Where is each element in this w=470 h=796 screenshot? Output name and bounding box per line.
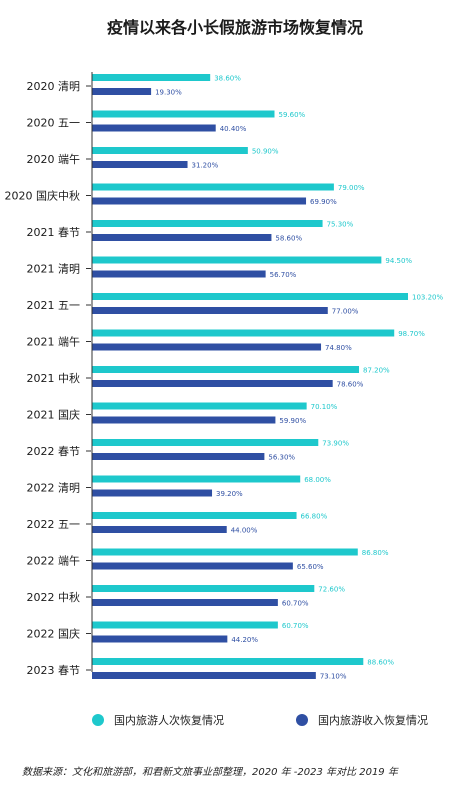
bar-visits xyxy=(92,293,408,300)
bar-revenue xyxy=(92,380,333,387)
bar-revenue xyxy=(92,526,227,533)
data-label-visits: 73.90% xyxy=(322,440,349,448)
bar-visits xyxy=(92,475,301,483)
bar-visits xyxy=(92,402,307,410)
category-label: 2022 清明 xyxy=(27,482,81,495)
legend-label-revenue: 国内旅游收入恢复情况 xyxy=(318,714,428,727)
data-label-revenue: 59.90% xyxy=(279,417,306,425)
category-label: 2021 端午 xyxy=(27,336,81,349)
data-label-visits: 88.60% xyxy=(367,659,394,667)
data-label-revenue: 73.10% xyxy=(320,673,347,681)
bar-visits xyxy=(92,658,364,665)
data-label-revenue: 58.60% xyxy=(275,235,302,243)
data-label-revenue: 44.00% xyxy=(231,527,258,535)
data-label-visits: 38.60% xyxy=(214,75,241,83)
bar-visits xyxy=(92,585,315,592)
bar-visits xyxy=(92,256,382,264)
data-label-visits: 98.70% xyxy=(398,330,425,338)
data-label-visits: 50.90% xyxy=(252,148,279,156)
chart-title: 疫情以来各小长假旅游市场恢复情况 xyxy=(106,18,363,37)
data-label-revenue: 40.40% xyxy=(220,125,247,133)
bar-visits xyxy=(92,512,297,519)
category-label: 2022 中秋 xyxy=(27,590,81,604)
category-label: 2020 清明 xyxy=(27,80,81,93)
data-label-revenue: 39.20% xyxy=(216,490,243,498)
bar-revenue xyxy=(92,343,322,351)
legend-label-visits: 国内旅游人次恢复情况 xyxy=(114,714,224,727)
bar-revenue xyxy=(92,489,213,497)
category-label: 2020 国庆中秋 xyxy=(5,189,81,203)
bar-visits xyxy=(92,548,358,556)
source-note: 数据来源：文化和旅游部，和君新文旅事业部整理，2020 年 -2023 年对比 … xyxy=(22,767,398,778)
bar-revenue xyxy=(92,307,328,314)
data-label-visits: 59.60% xyxy=(278,111,305,119)
data-label-visits: 70.10% xyxy=(311,403,338,411)
bar-revenue xyxy=(92,270,266,278)
bar-revenue xyxy=(92,234,272,241)
data-label-visits: 75.30% xyxy=(327,221,354,229)
data-label-visits: 103.20% xyxy=(412,294,443,302)
category-label: 2020 五一 xyxy=(27,117,81,130)
data-label-revenue: 19.30% xyxy=(155,89,182,97)
bar-revenue xyxy=(92,672,316,679)
bar-revenue xyxy=(92,88,152,95)
category-label: 2021 中秋 xyxy=(27,371,81,385)
category-label: 2021 五一 xyxy=(27,299,81,312)
category-label: 2020 端午 xyxy=(27,153,81,166)
category-label: 2021 清明 xyxy=(27,263,81,276)
data-label-visits: 79.00% xyxy=(338,184,365,192)
bar-visits xyxy=(92,74,211,81)
bar-visits xyxy=(92,220,323,227)
legend-item-revenue: 国内旅游收入恢复情况 xyxy=(296,712,428,728)
bar-chart: 2020 清明 38.60% 19.30% 2020 五一 59.60% 40.40% 20… xyxy=(5,72,443,681)
legend-item-visits: 国内旅游人次恢复情况 xyxy=(92,712,224,728)
bar-visits xyxy=(92,329,395,337)
data-label-revenue: 69.90% xyxy=(310,198,337,206)
data-label-revenue: 60.70% xyxy=(282,600,309,608)
bar-revenue xyxy=(92,161,188,168)
category-label: 2023 春节 xyxy=(27,664,81,677)
bar-revenue xyxy=(92,416,276,424)
data-label-revenue: 44.20% xyxy=(231,636,258,644)
legend-swatch-visits xyxy=(92,714,104,726)
data-label-revenue: 78.60% xyxy=(337,381,364,389)
bar-visits xyxy=(92,183,334,191)
bar-revenue xyxy=(92,453,265,460)
category-label: 2022 国庆 xyxy=(27,627,81,641)
bar-revenue xyxy=(92,599,278,606)
data-label-revenue: 74.80% xyxy=(325,344,352,352)
data-label-visits: 94.50% xyxy=(385,257,412,265)
bar-revenue xyxy=(92,562,293,570)
bar-visits xyxy=(92,366,360,373)
bar-visits xyxy=(92,621,278,629)
bar-revenue xyxy=(92,124,216,132)
category-label: 2021 国庆 xyxy=(27,408,81,422)
bar-revenue xyxy=(92,197,307,205)
category-label: 2022 端午 xyxy=(27,555,81,568)
category-label: 2022 五一 xyxy=(27,518,81,531)
data-label-visits: 66.80% xyxy=(301,513,328,521)
bar-visits xyxy=(92,110,275,118)
category-label: 2022 春节 xyxy=(27,445,81,458)
data-label-revenue: 56.70% xyxy=(270,271,297,279)
category-label: 2021 春节 xyxy=(27,226,81,239)
bar-visits xyxy=(92,439,319,446)
data-label-revenue: 77.00% xyxy=(332,308,359,316)
bar-revenue xyxy=(92,635,228,643)
data-label-revenue: 65.60% xyxy=(297,563,324,571)
legend-swatch-revenue xyxy=(296,714,308,726)
data-label-visits: 72.60% xyxy=(318,586,345,594)
bar-visits xyxy=(92,147,248,154)
data-label-visits: 86.80% xyxy=(362,549,389,557)
data-label-visits: 87.20% xyxy=(363,367,390,375)
data-label-visits: 60.70% xyxy=(282,622,309,630)
data-label-revenue: 31.20% xyxy=(192,162,219,170)
data-label-revenue: 56.30% xyxy=(268,454,295,462)
data-label-visits: 68.00% xyxy=(304,476,331,484)
